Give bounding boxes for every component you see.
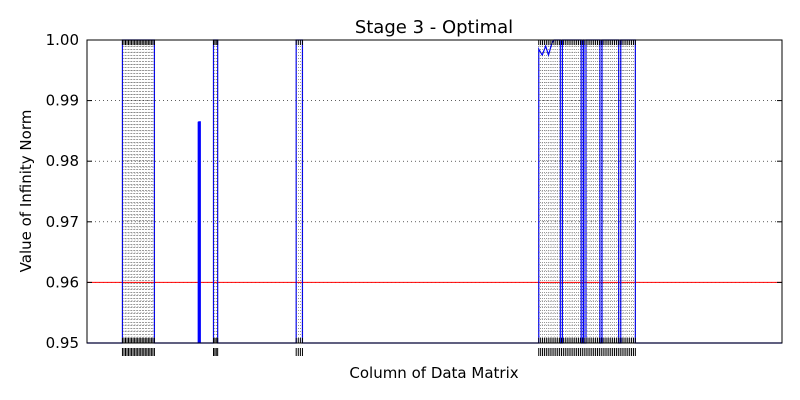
plot-frame xyxy=(86,39,783,344)
y-tick-label: 1.00 xyxy=(46,31,79,49)
y-ticks: 0.95 0.96 0.97 0.98 0.99 1.00 xyxy=(46,31,782,352)
y-tick-label: 0.96 xyxy=(46,273,79,291)
y-tick-label: 0.95 xyxy=(46,334,79,352)
grid xyxy=(87,39,782,344)
x-ticks xyxy=(121,40,636,356)
chart-title: Stage 3 - Optimal xyxy=(355,17,513,38)
series-line xyxy=(87,39,782,344)
y-tick-label: 0.99 xyxy=(46,92,79,110)
x-axis-label: Column of Data Matrix xyxy=(349,364,518,382)
y-tick-label: 0.97 xyxy=(46,213,79,231)
y-axis-label: Value of Infinity Norm xyxy=(17,110,35,273)
y-tick-label: 0.98 xyxy=(46,152,79,170)
minor-grid xyxy=(122,39,636,344)
series xyxy=(87,39,782,344)
